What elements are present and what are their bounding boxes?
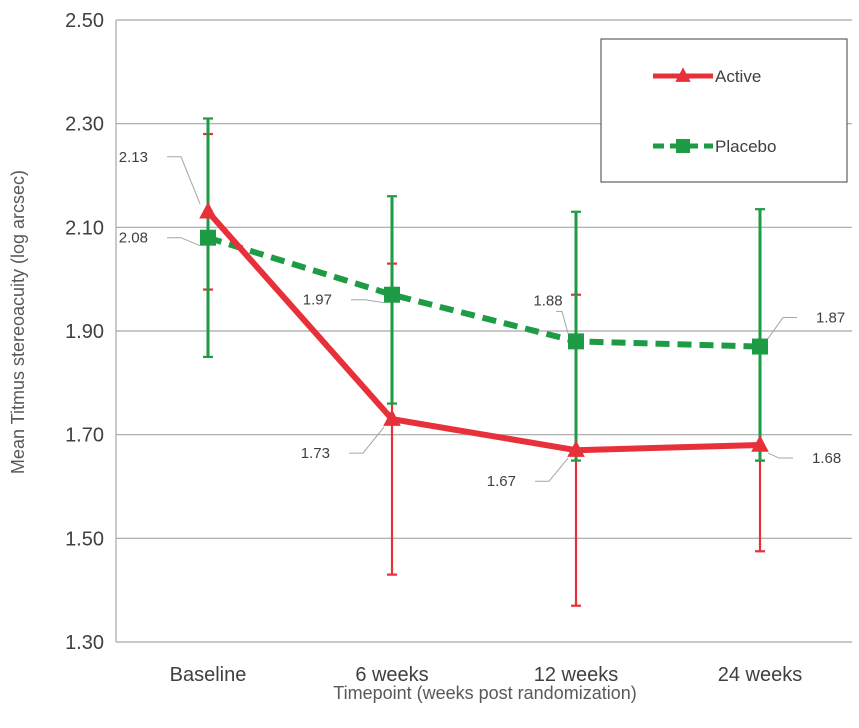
data-label-active: 1.68: [812, 450, 841, 467]
data-label-leader: [167, 237, 201, 247]
data-point-active: [751, 435, 769, 452]
y-tick-label: 2.10: [65, 217, 104, 239]
y-tick-label: 1.90: [65, 321, 104, 343]
data-point-placebo: [752, 338, 768, 355]
data-label-leader: [767, 317, 797, 339]
x-tick-label: Baseline: [170, 664, 247, 686]
legend-label-placebo: Placebo: [715, 137, 776, 156]
data-label-placebo: 1.97: [303, 292, 332, 309]
data-label-active: 1.73: [301, 445, 330, 462]
legend-label-active: Active: [715, 67, 761, 86]
data-point-placebo: [384, 286, 400, 303]
legend: Active Placebo: [600, 38, 848, 183]
series-line-active: [205, 209, 761, 454]
x-tick-labels: Baseline 6 weeks 12 weeks 24 weeks: [170, 664, 803, 686]
data-labels: 2.13 1.73 1.67 1.68 2.08 1.97 1.88 1.87: [119, 149, 845, 490]
data-point-active: [383, 409, 401, 426]
y-tick-label: 2.50: [65, 10, 104, 32]
error-bars: [203, 117, 765, 607]
data-point-active: [199, 201, 217, 219]
data-label-leader: [349, 426, 385, 454]
data-point-placebo: [200, 229, 216, 246]
data-label-placebo: 1.87: [816, 310, 845, 327]
data-label-leader: [535, 457, 569, 482]
data-label-active: 1.67: [487, 473, 516, 490]
data-label-active: 2.13: [119, 149, 148, 166]
legend-marker-active: [675, 67, 691, 82]
data-label-leader: [556, 310, 569, 334]
y-tick-label: 1.70: [65, 425, 104, 447]
legend-entries: Active Placebo: [653, 67, 776, 156]
series-line-placebo: [207, 234, 761, 350]
x-tick-label: 6 weeks: [355, 664, 428, 686]
y-axis-title: Mean Titmus stereoacuity (log arcsec): [8, 170, 28, 474]
y-tick-labels: 1.30 1.50 1.70 1.90 2.10 2.30 2.50: [65, 10, 104, 654]
x-axis-title: Timepoint (weeks post randomization): [333, 683, 636, 703]
x-tick-label: 12 weeks: [534, 664, 619, 686]
data-label-placebo: 2.08: [119, 230, 148, 247]
legend-box: [600, 38, 848, 183]
data-point-active: [567, 440, 585, 457]
y-tick-label: 1.50: [65, 528, 104, 550]
data-label-placebo: 1.88: [533, 292, 562, 309]
series-lines: [205, 209, 761, 454]
data-label-leader: [167, 156, 201, 204]
data-label-leader: [767, 452, 793, 459]
y-tick-label: 2.30: [65, 114, 104, 136]
series-markers: [199, 201, 769, 457]
data-point-placebo: [568, 333, 584, 350]
legend-marker-placebo: [676, 139, 690, 153]
y-tick-label: 1.30: [65, 632, 104, 654]
x-tick-label: 24 weeks: [718, 664, 803, 686]
data-label-leader: [351, 299, 385, 304]
